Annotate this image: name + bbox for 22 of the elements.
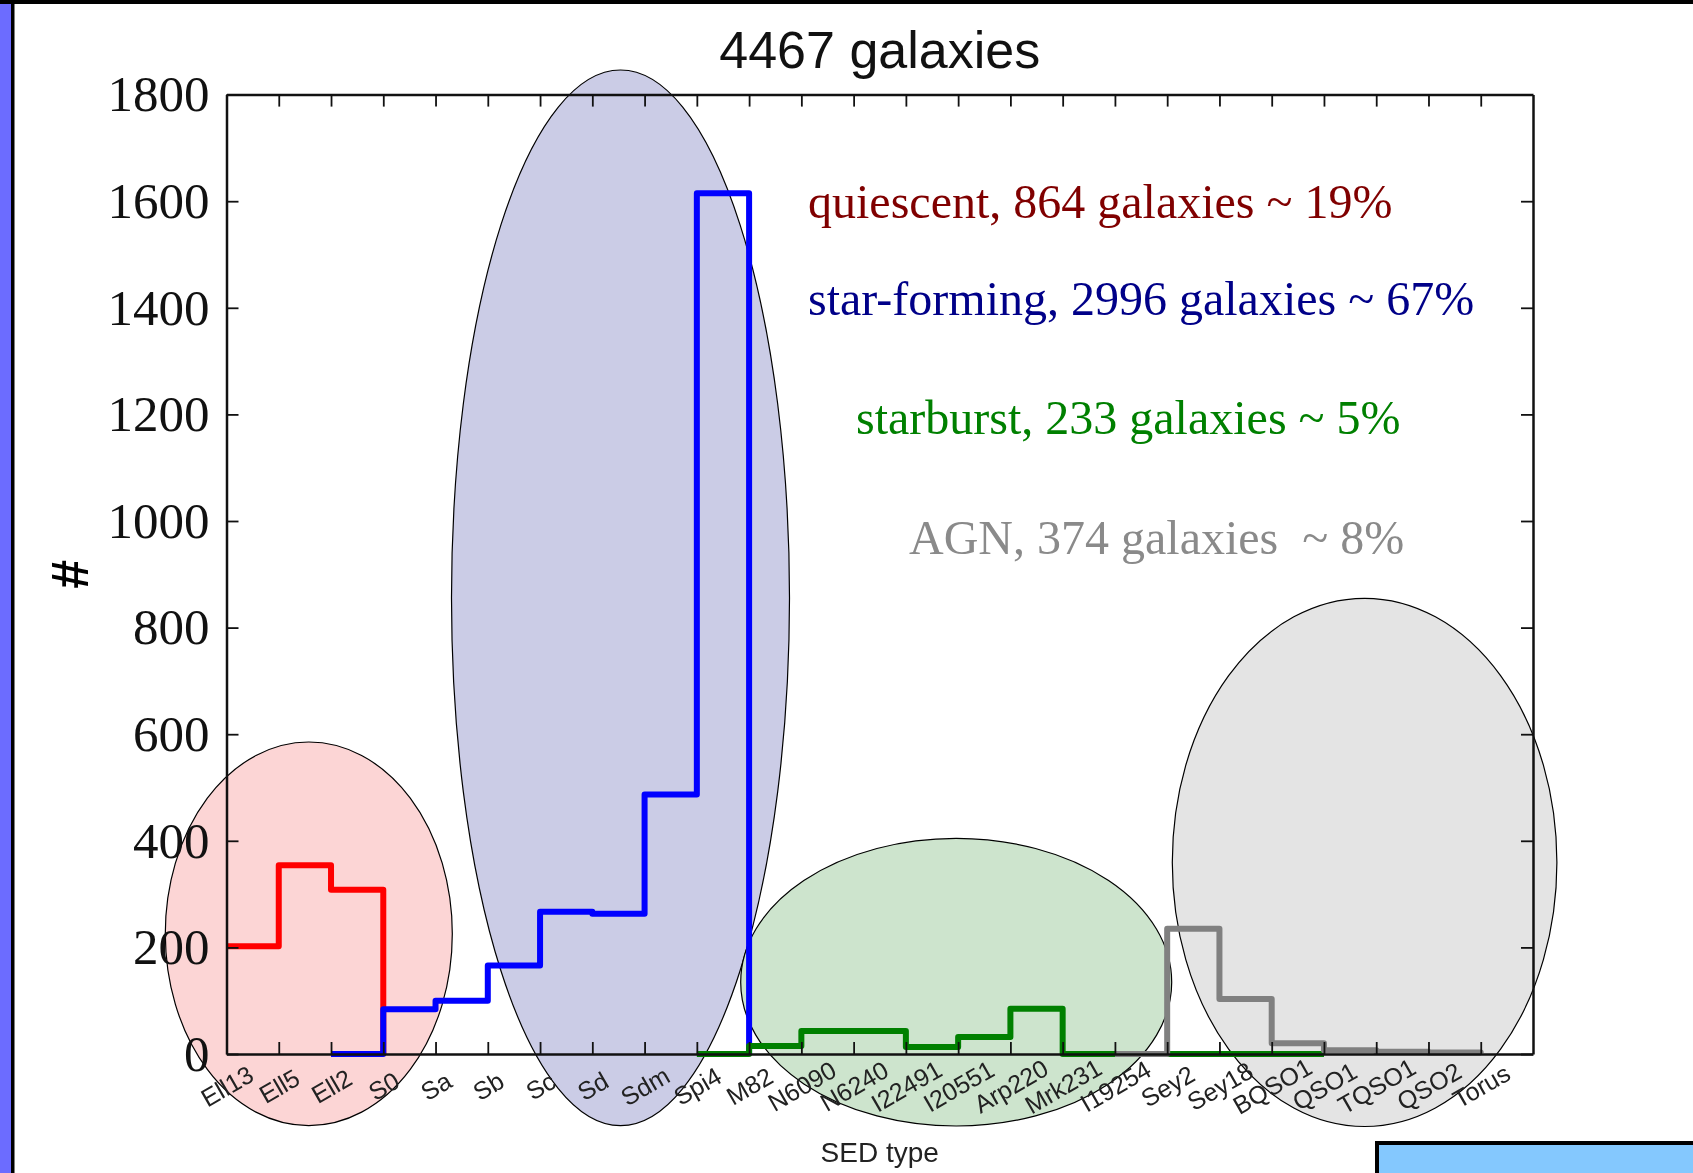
x-tick-label: Sb — [468, 1066, 509, 1106]
y-axis-title: # — [41, 559, 99, 589]
x-tick-label: Ell5 — [254, 1063, 305, 1109]
y-tick-label: 600 — [133, 706, 210, 763]
x-tick-label: Sa — [415, 1066, 457, 1106]
y-tick-label: 1600 — [107, 173, 210, 230]
y-tick-label: 1000 — [107, 492, 210, 549]
y-tick-label: 1800 — [107, 66, 210, 123]
x-tick-label: Sc — [520, 1066, 561, 1106]
x-tick-label: S0 — [363, 1066, 405, 1106]
annotation: starburst, 233 galaxies ~ 5% — [856, 391, 1401, 444]
x-axis-title: SED type — [820, 1137, 939, 1168]
y-tick-label: 1200 — [107, 386, 210, 443]
x-tick-label: Sdm — [615, 1061, 675, 1111]
annotation: quiescent, 864 galaxies ~ 19% — [808, 175, 1393, 228]
y-tick-label: 1400 — [107, 279, 210, 336]
annotation: AGN, 374 galaxies ~ 8% — [909, 511, 1405, 564]
annotation: star-forming, 2996 galaxies ~ 67% — [808, 272, 1475, 325]
x-tick-label: Sd — [572, 1066, 614, 1106]
x-tick-label: Ell2 — [306, 1063, 357, 1109]
chart-title: 4467 galaxies — [719, 21, 1041, 79]
y-tick-label: 800 — [133, 599, 210, 656]
